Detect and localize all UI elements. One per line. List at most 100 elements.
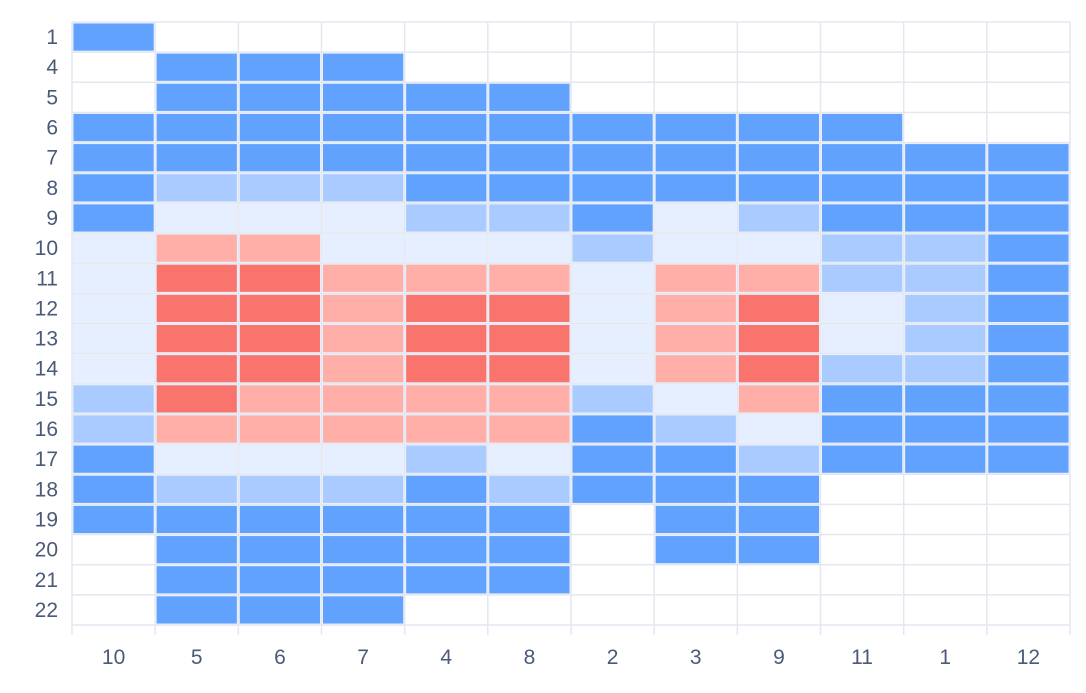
heatmap-cell bbox=[405, 354, 488, 384]
heatmap-cell bbox=[405, 384, 488, 414]
y-tick-label: 4 bbox=[46, 56, 58, 79]
heatmap-cell bbox=[571, 143, 654, 173]
heatmap-cell bbox=[405, 324, 488, 354]
heatmap-cell bbox=[155, 595, 238, 625]
heatmap-cell bbox=[405, 565, 488, 595]
heatmap-cell bbox=[488, 293, 571, 324]
y-tick-label: 6 bbox=[46, 117, 58, 140]
heatmap-cell bbox=[904, 263, 987, 293]
y-tick-label: 1 bbox=[46, 26, 58, 49]
heatmap-cell bbox=[488, 203, 571, 233]
heatmap-cell bbox=[737, 324, 820, 354]
heatmap-cell bbox=[488, 414, 571, 444]
y-tick-label: 16 bbox=[35, 418, 58, 441]
heatmap-cell bbox=[571, 474, 654, 504]
heatmap-cell bbox=[654, 143, 737, 173]
heatmap-cell bbox=[488, 565, 571, 595]
x-tick-label: 4 bbox=[440, 646, 452, 669]
heatmap-cell bbox=[654, 474, 737, 504]
heatmap-cell bbox=[488, 504, 571, 535]
heatmap-cell bbox=[987, 354, 1070, 384]
heatmap-cell bbox=[155, 173, 238, 203]
heatmap-cell bbox=[654, 384, 737, 414]
y-tick-label: 11 bbox=[36, 267, 58, 290]
heatmap-cell bbox=[238, 233, 321, 263]
heatmap-cell bbox=[654, 535, 737, 565]
heatmap-cell bbox=[821, 203, 904, 233]
heatmap-cell bbox=[737, 474, 820, 504]
heatmap-cell bbox=[405, 203, 488, 233]
heatmap-cell bbox=[72, 233, 155, 263]
heatmap-cell bbox=[488, 112, 571, 143]
heatmap-cell bbox=[405, 143, 488, 173]
heatmap-cell bbox=[737, 384, 820, 414]
heatmap-cell bbox=[737, 444, 820, 474]
heatmap-cell bbox=[904, 384, 987, 414]
grid-lines bbox=[71, 21, 1071, 635]
heatmap-cell bbox=[322, 504, 405, 535]
x-tick-label: 2 bbox=[607, 646, 619, 669]
heatmap-cell bbox=[238, 535, 321, 565]
heatmap-cell bbox=[737, 173, 820, 203]
heatmap-cell bbox=[72, 474, 155, 504]
heatmap-cell bbox=[821, 173, 904, 203]
x-tick-label: 8 bbox=[524, 646, 536, 669]
heatmap-cell bbox=[322, 52, 405, 82]
heatmap-cell bbox=[571, 203, 654, 233]
heatmap-cell bbox=[488, 263, 571, 293]
heatmap-cell bbox=[654, 414, 737, 444]
y-tick-label: 14 bbox=[35, 358, 59, 381]
y-tick-label: 5 bbox=[46, 86, 58, 109]
heatmap-cell bbox=[405, 504, 488, 535]
x-tick-label: 10 bbox=[102, 646, 125, 669]
heatmap-cell bbox=[238, 444, 321, 474]
x-tick-label: 12 bbox=[1017, 646, 1040, 669]
heatmap-cell bbox=[654, 173, 737, 203]
heatmap-cell bbox=[987, 263, 1070, 293]
heatmap-cell bbox=[322, 595, 405, 625]
heatmap-cell bbox=[238, 595, 321, 625]
heatmap-cell bbox=[322, 82, 405, 112]
heatmap-cell bbox=[654, 324, 737, 354]
heatmap-cell bbox=[987, 203, 1070, 233]
heatmap-cell bbox=[322, 565, 405, 595]
heatmap-cell bbox=[737, 293, 820, 324]
heatmap-cell bbox=[238, 324, 321, 354]
y-tick-label: 8 bbox=[46, 177, 58, 200]
heatmap-cell bbox=[405, 173, 488, 203]
heatmap-cell bbox=[155, 504, 238, 535]
heatmap-cell bbox=[737, 535, 820, 565]
heatmap-cell bbox=[155, 82, 238, 112]
heatmap-cell bbox=[571, 324, 654, 354]
heatmap-cell bbox=[322, 444, 405, 474]
heatmap-cell bbox=[821, 354, 904, 384]
heatmap-cell bbox=[904, 324, 987, 354]
x-axis-labels: 10 5 6 7 4 8 2 3 9 11 1 12 bbox=[102, 646, 1040, 669]
y-tick-label: 7 bbox=[46, 147, 58, 170]
heatmap-cell bbox=[821, 324, 904, 354]
heatmap-cell bbox=[488, 233, 571, 263]
heatmap-cell bbox=[322, 293, 405, 324]
heatmap-cell bbox=[654, 203, 737, 233]
heatmap-cell bbox=[821, 384, 904, 414]
y-tick-label: 18 bbox=[35, 478, 58, 501]
heatmap-cell bbox=[322, 233, 405, 263]
x-tick-label: 5 bbox=[191, 646, 203, 669]
heatmap-cell bbox=[322, 112, 405, 143]
y-tick-label: 12 bbox=[35, 297, 58, 320]
heatmap-cell bbox=[987, 293, 1070, 324]
y-tick-label: 21 bbox=[35, 569, 58, 592]
heatmap-cell bbox=[322, 143, 405, 173]
heatmap-cell bbox=[405, 444, 488, 474]
heatmap-cell bbox=[987, 414, 1070, 444]
heatmap-cell bbox=[904, 354, 987, 384]
heatmap-cell bbox=[571, 414, 654, 444]
heatmap-cell bbox=[322, 203, 405, 233]
heatmap-cell bbox=[238, 354, 321, 384]
heatmap-cell bbox=[155, 263, 238, 293]
heatmap-cell bbox=[488, 143, 571, 173]
heatmap-cell bbox=[72, 324, 155, 354]
heatmap-cell bbox=[72, 112, 155, 143]
heatmap-cell bbox=[72, 354, 155, 384]
heatmap-cell bbox=[155, 293, 238, 324]
